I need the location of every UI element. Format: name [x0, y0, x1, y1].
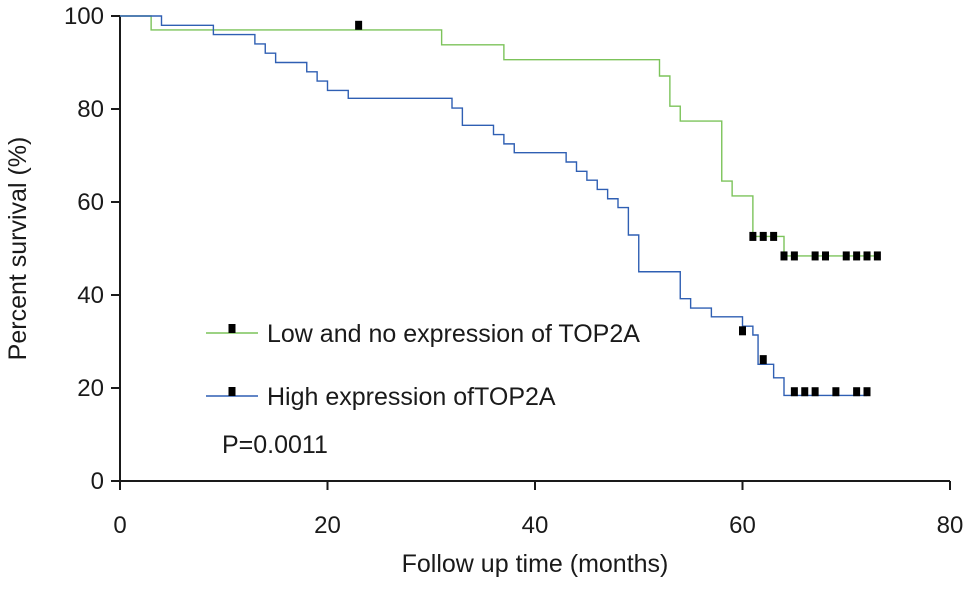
censor-mark — [863, 387, 871, 397]
y-tick-label: 20 — [77, 375, 104, 402]
y-tick-label: 40 — [77, 282, 104, 309]
censor-mark — [853, 251, 861, 261]
censor-mark — [759, 355, 767, 365]
x-tick-label: 20 — [314, 512, 341, 539]
axes: 0 20 40 60 80 0 20 40 60 80 100 — [64, 3, 963, 539]
y-tick-label: 0 — [91, 468, 104, 495]
censor-mark — [790, 251, 798, 261]
censor-mark — [811, 251, 819, 261]
legend-label: High expression ofTOP2A — [267, 383, 556, 411]
y-tick-label: 100 — [64, 3, 104, 30]
censor-mark — [739, 326, 746, 336]
y-tick-label: 80 — [77, 96, 104, 123]
x-tick-label: 0 — [113, 512, 126, 539]
survival-curve — [120, 15, 878, 257]
censor-mark — [801, 387, 809, 397]
x-tick-label: 60 — [729, 512, 756, 539]
censor-mark — [842, 251, 850, 261]
censor-mark — [853, 387, 861, 397]
y-ticks: 0 20 40 60 80 100 — [64, 3, 120, 495]
survival-curve — [120, 15, 867, 397]
censor-mark — [790, 387, 798, 397]
censor-mark — [873, 251, 881, 261]
censor-mark — [832, 387, 840, 397]
censor-mark — [770, 231, 778, 241]
censor-mark — [863, 251, 871, 261]
censor-mark — [749, 231, 757, 241]
censor-mark — [355, 20, 363, 30]
censor-mark — [759, 231, 767, 241]
series-high-expression — [120, 15, 871, 397]
y-tick-label: 60 — [77, 189, 104, 216]
y-axis-title: Percent survival (%) — [4, 137, 32, 361]
legend-swatch-marker — [228, 387, 236, 396]
series-low-expression — [120, 15, 881, 261]
censor-mark — [822, 251, 829, 261]
legend-swatch-marker — [228, 324, 236, 333]
x-axis-title: Follow up time (months) — [402, 550, 669, 578]
legend-label: Low and no expression of TOP2A — [267, 320, 640, 348]
x-tick-label: 80 — [937, 512, 964, 539]
legend: Low and no expression of TOP2A High expre… — [206, 320, 640, 411]
censor-mark — [780, 251, 788, 261]
x-ticks: 0 20 40 60 80 — [113, 481, 963, 539]
x-tick-label: 40 — [522, 512, 549, 539]
p-value-annotation: P=0.0011 — [222, 431, 328, 459]
censor-mark — [811, 387, 819, 397]
series-layer — [120, 15, 881, 397]
